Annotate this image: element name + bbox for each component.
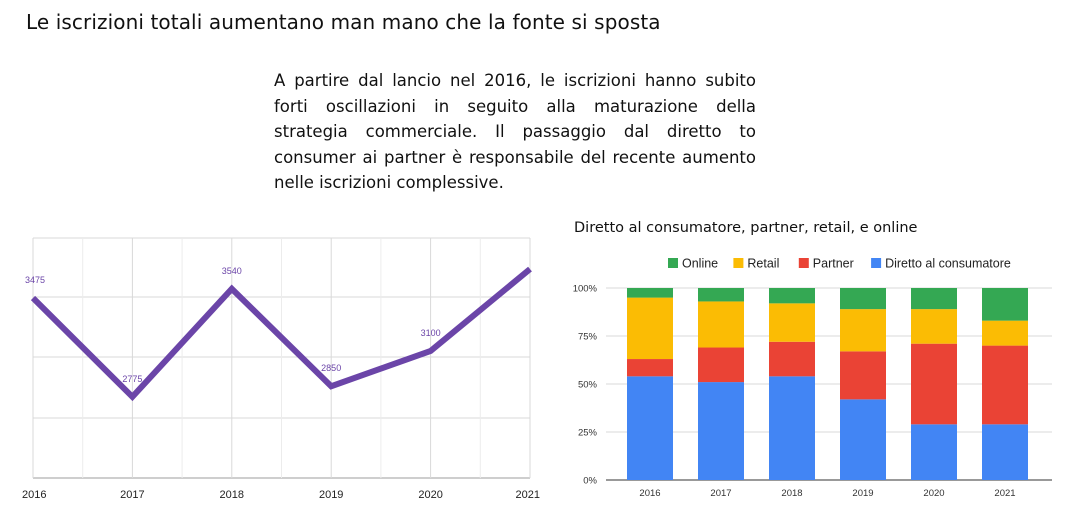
line-chart-data-label: 2775	[122, 374, 142, 384]
bar-segment	[982, 345, 1028, 425]
legend-label: Retail	[747, 257, 779, 271]
bar-segment	[840, 309, 886, 352]
legend-item: Online	[668, 257, 718, 271]
bar-chart-x-tick-label: 2017	[710, 488, 731, 499]
bar-segment	[911, 424, 957, 480]
legend-swatch	[733, 258, 744, 268]
line-chart-data-label: 2850	[321, 363, 341, 373]
bar-segment	[627, 359, 673, 377]
line-chart-data-label: 3100	[421, 328, 441, 338]
bar-chart-x-tick-label: 2021	[994, 488, 1015, 499]
bar-chart-y-tick-label: 0%	[583, 476, 597, 487]
line-chart-data-label: 3475	[25, 275, 45, 285]
bar-segment	[911, 343, 957, 425]
legend-item: Retail	[733, 257, 779, 271]
bar-segment	[698, 288, 744, 302]
legend-label: Diretto al consumatore	[885, 257, 1011, 271]
bar-chart-y-tick-label: 25%	[578, 428, 598, 439]
legend-item: Partner	[798, 257, 854, 271]
bar-segment	[840, 399, 886, 480]
bar-segment	[911, 288, 957, 310]
bar-segment	[840, 351, 886, 400]
line-chart-labels: 3475 2775 3540 2850 3100	[25, 266, 441, 384]
legend-swatch	[798, 258, 809, 268]
line-chart: 3475 2775 3540 2850 3100 2016 2017 2018 2019 202…	[22, 237, 540, 501]
bar-segment	[982, 320, 1028, 346]
bar-segment	[627, 376, 673, 480]
bar-chart-x-tick-label: 2019	[852, 488, 873, 499]
line-chart-x-tick-label: 2021	[516, 489, 540, 501]
legend-swatch	[668, 258, 678, 268]
line-chart-x-tick-label: 2016	[22, 489, 46, 501]
bar-segment	[911, 309, 957, 344]
line-chart-data-label: 3540	[222, 266, 242, 276]
legend-item: Diretto al consumatore	[871, 257, 1011, 271]
bar-segment	[698, 301, 744, 348]
bar-chart-bars	[627, 288, 1028, 480]
bar-chart-y-tick-label: 100%	[573, 284, 598, 295]
description-paragraph: A partire dal lancio nel 2016, le iscriz…	[274, 71, 756, 192]
page-title: Le iscrizioni totali aumentano man mano …	[26, 10, 661, 34]
bar-segment	[769, 303, 815, 342]
bar-chart-x-tick-label: 2020	[923, 488, 944, 499]
bar-chart: Online Retail Partner Diretto al consumator…	[573, 257, 1052, 499]
line-chart-x-tick-label: 2020	[418, 489, 442, 501]
bar-chart-y-ticks: 0% 25% 50% 75% 100%	[573, 284, 598, 487]
legend-label: Online	[682, 257, 718, 271]
bar-chart-grid	[606, 287, 1052, 481]
line-chart-x-tick-label: 2017	[120, 489, 144, 501]
bar-segment	[769, 376, 815, 480]
line-chart-series-line	[30, 266, 532, 402]
legend-swatch	[871, 258, 882, 268]
bar-chart-x-tick-label: 2016	[639, 488, 660, 499]
bar-chart-x-ticks: 2016 2017 2018 2019 2020 2021	[639, 488, 1015, 499]
bar-chart-title: Diretto al consumatore, partner, retail,…	[574, 220, 918, 236]
bar-chart-legend: Online Retail Partner Diretto al consumator…	[668, 257, 1011, 271]
bar-chart-y-tick-label: 50%	[578, 380, 598, 391]
line-chart-x-tick-label: 2018	[220, 489, 244, 501]
bar-segment	[627, 288, 673, 298]
bar-chart-y-tick-label: 75%	[578, 332, 598, 343]
legend-label: Partner	[813, 257, 854, 271]
bar-segment	[698, 382, 744, 480]
bar-segment	[769, 341, 815, 377]
bar-segment	[769, 288, 815, 304]
bar-chart-x-tick-label: 2018	[781, 488, 802, 499]
bar-segment	[698, 347, 744, 383]
line-chart-grid	[32, 237, 531, 479]
bar-segment	[982, 424, 1028, 480]
line-chart-series	[30, 266, 532, 402]
bar-segment	[840, 288, 886, 310]
bar-segment	[982, 288, 1028, 321]
line-chart-x-tick-label: 2019	[319, 489, 343, 501]
bar-segment	[627, 297, 673, 360]
line-chart-x-ticks: 2016 2017 2018 2019 2020 2021	[22, 489, 540, 501]
